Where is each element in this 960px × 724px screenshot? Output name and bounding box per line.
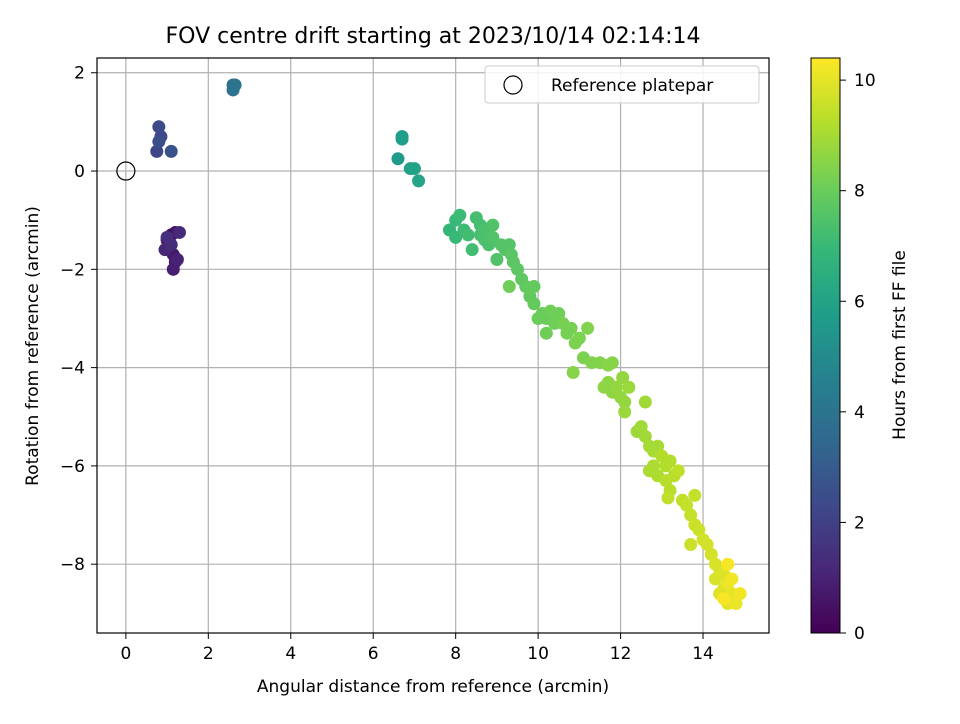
y-tick-label: −8 <box>60 555 85 575</box>
colorbar-tick-label: 2 <box>854 513 865 533</box>
colorbar-tick-label: 8 <box>854 182 865 202</box>
data-point <box>729 597 743 611</box>
data-point <box>634 420 648 434</box>
legend-reference-marker <box>503 75 523 95</box>
x-tick-label: 8 <box>450 644 461 664</box>
colorbar-label: Hours from first FF file <box>890 250 910 440</box>
data-point <box>638 429 652 443</box>
data-point <box>152 135 166 149</box>
data-point <box>717 592 731 606</box>
data-point <box>581 321 595 335</box>
data-point <box>733 587 747 601</box>
data-point <box>407 162 421 176</box>
x-tick-label: 6 <box>368 644 379 664</box>
data-point <box>465 243 479 257</box>
data-point <box>688 488 702 502</box>
data-point <box>502 238 516 252</box>
data-point <box>661 491 675 505</box>
data-point <box>564 321 578 335</box>
x-tick-label: 10 <box>527 644 549 664</box>
data-point <box>527 280 541 294</box>
data-point <box>172 225 186 239</box>
x-axis-label: Angular distance from reference (arcmin) <box>257 677 609 697</box>
colorbar-gradient <box>810 57 841 634</box>
data-point <box>461 228 475 242</box>
chart-title: FOV centre drift starting at 2023/10/14 … <box>166 24 701 49</box>
data-point <box>721 557 735 571</box>
reference-platepar-marker <box>116 161 136 181</box>
data-point <box>453 208 467 222</box>
data-point <box>395 132 409 146</box>
data-point <box>680 498 694 512</box>
reference-marker <box>116 161 136 181</box>
data-point <box>647 459 661 473</box>
x-tick-label: 0 <box>120 644 131 664</box>
y-axis-label: Rotation from reference (arcmin) <box>23 206 43 486</box>
y-tick-label: −4 <box>60 359 85 379</box>
data-point <box>490 252 504 266</box>
data-point <box>502 280 516 294</box>
data-point <box>663 454 677 468</box>
legend-box <box>484 65 760 104</box>
data-point <box>486 218 500 232</box>
data-point <box>152 120 166 134</box>
legend-entry-reference-platepar: Reference platepar <box>551 76 713 96</box>
colorbar-tick-label: 6 <box>854 292 865 312</box>
data-point <box>609 380 623 394</box>
data-point <box>511 262 525 276</box>
y-tick-label: 2 <box>74 64 85 84</box>
data-point <box>228 78 242 92</box>
data-point <box>671 464 685 478</box>
y-axis-ticks: 2 0 −2 −4 −6 −8 <box>60 64 97 575</box>
colorbar-ticks: 0 2 4 6 8 10 <box>840 71 876 644</box>
x-tick-label: 12 <box>610 644 632 664</box>
data-point <box>572 331 586 345</box>
data-point <box>605 356 619 370</box>
data-point <box>684 508 698 522</box>
y-tick-label: 0 <box>74 162 85 182</box>
data-points <box>150 78 747 611</box>
data-point <box>170 252 184 266</box>
x-tick-label: 2 <box>203 644 214 664</box>
y-tick-label: −2 <box>60 260 85 280</box>
data-point <box>539 326 553 340</box>
colorbar: 0 2 4 6 8 10 Hours from first FF file <box>810 57 910 644</box>
plot-frame <box>96 57 770 634</box>
data-point <box>412 174 426 188</box>
data-point <box>527 297 541 311</box>
x-tick-label: 4 <box>285 644 296 664</box>
colorbar-tick-label: 4 <box>854 403 865 423</box>
data-point <box>700 538 714 552</box>
data-point <box>164 144 178 158</box>
data-point <box>692 523 706 537</box>
data-point <box>622 380 636 394</box>
data-point <box>618 405 632 419</box>
data-point <box>651 439 665 453</box>
grid-lines <box>97 58 769 633</box>
data-point <box>566 366 580 380</box>
data-point <box>552 307 566 321</box>
x-tick-label: 14 <box>692 644 714 664</box>
data-point <box>638 395 652 409</box>
data-point <box>618 395 632 409</box>
colorbar-tick-label: 0 <box>854 624 865 644</box>
data-point <box>150 144 164 158</box>
legend: Reference platepar <box>484 65 760 104</box>
data-point <box>391 152 405 166</box>
colorbar-tick-label: 10 <box>854 71 876 91</box>
y-tick-label: −6 <box>60 457 85 477</box>
data-point <box>160 230 174 244</box>
data-point <box>725 572 739 586</box>
data-point <box>704 547 718 561</box>
data-point <box>616 370 630 384</box>
data-point <box>684 538 698 552</box>
x-axis-ticks: 0 2 4 6 8 10 12 14 <box>120 633 714 664</box>
data-point <box>166 262 180 276</box>
